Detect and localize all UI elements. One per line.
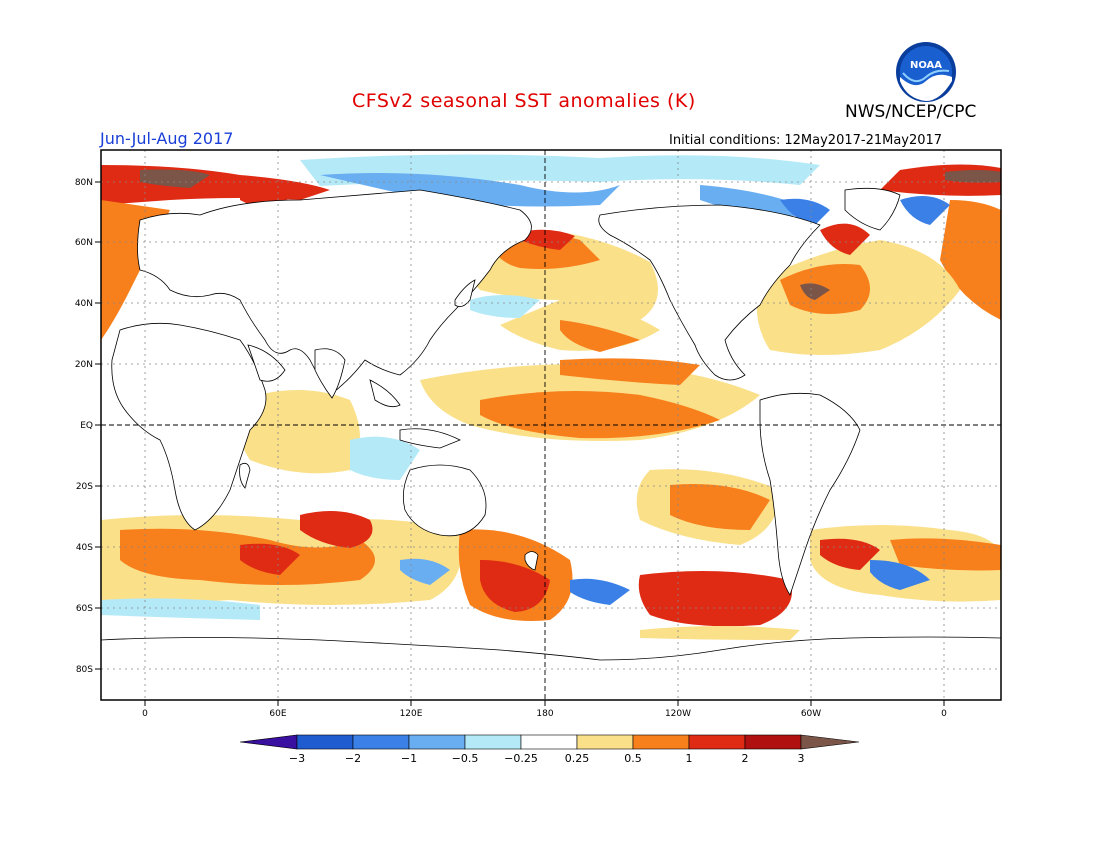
- colorbar-extend-low: [239, 734, 298, 750]
- initial-conditions: Initial conditions: 12May2017-21May2017: [665, 133, 942, 148]
- colorbar-label: 2: [742, 752, 749, 765]
- noaa-logo-text: NOAA: [910, 60, 942, 71]
- colorbar-label: 3: [798, 752, 805, 765]
- colorbar-label: −0.5: [452, 752, 479, 765]
- lat-ticks: [95, 181, 101, 670]
- lon-label-0-left: 0: [142, 709, 148, 719]
- agency-label: NWS/NCEP/CPC: [845, 102, 977, 122]
- season-label: Jun-Jul-Aug 2017: [100, 129, 234, 148]
- colorbar-swatch: [352, 734, 410, 750]
- lon-label-60e: 60E: [269, 709, 286, 719]
- colorbar-label: −1: [401, 752, 417, 765]
- lat-label-20s: 20S: [76, 482, 93, 492]
- colorbar-swatch: [744, 734, 802, 750]
- lat-label-80n: 80N: [75, 178, 93, 188]
- lat-label-20n: 20N: [75, 360, 93, 370]
- colorbar-swatch: [296, 734, 354, 750]
- colorbar-extend-high: [800, 734, 860, 750]
- colorbar-label: 0.5: [624, 752, 642, 765]
- lon-labels: 0 60E 120E 180 120W 60W 0: [142, 709, 947, 719]
- colorbar-label: −3: [289, 752, 305, 765]
- initial-conditions-label: Initial conditions:: [669, 133, 781, 148]
- lat-label-eq: EQ: [80, 421, 93, 431]
- noaa-logo: NOAA: [895, 41, 957, 103]
- lon-label-0-right: 0: [941, 709, 947, 719]
- lon-label-120w: 120W: [665, 709, 691, 719]
- colorbar-swatch: [520, 734, 578, 750]
- lat-label-40s: 40S: [76, 543, 93, 553]
- colorbar-label: 1: [686, 752, 693, 765]
- graticule: [101, 150, 1001, 700]
- colorbar-label: −0.25: [504, 752, 538, 765]
- lon-label-60w: 60W: [801, 709, 821, 719]
- colorbar: −3 −2 −1 −0.5 −0.25 0.25 0.5 1 2 3: [239, 734, 860, 765]
- lat-label-80s: 80S: [76, 665, 93, 675]
- colorbar-swatch: [408, 734, 466, 750]
- lat-label-40n: 40N: [75, 299, 93, 309]
- initial-conditions-value: 12May2017-21May2017: [784, 133, 943, 148]
- lon-label-120e: 120E: [400, 709, 423, 719]
- lon-ticks: [144, 700, 945, 706]
- colorbar-swatch: [576, 734, 634, 750]
- colorbar-label: −2: [345, 752, 361, 765]
- colorbar-swatch: [464, 734, 522, 750]
- lon-label-180: 180: [536, 709, 553, 719]
- lat-labels: 80N 60N 40N 20N EQ 20S 40S 60S 80S: [75, 178, 93, 675]
- land-masses: [101, 187, 1001, 700]
- colorbar-swatch: [688, 734, 746, 750]
- equator-dateline: [101, 150, 1001, 700]
- colorbar-swatch: [632, 734, 690, 750]
- lat-label-60s: 60S: [76, 604, 93, 614]
- lat-label-60n: 60N: [75, 238, 93, 248]
- map-title: CFSv2 seasonal SST anomalies (K): [352, 90, 696, 112]
- colorbar-label: 0.25: [565, 752, 590, 765]
